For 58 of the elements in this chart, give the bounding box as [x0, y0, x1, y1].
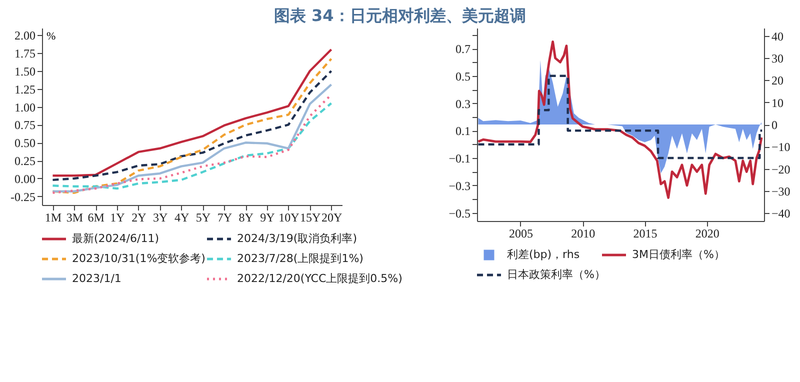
y-tick-label: 0.00	[14, 172, 36, 186]
x-tick-label: 1Y	[110, 210, 126, 224]
y-tick-label: 1.75	[14, 46, 36, 61]
y-tick-label: −0.1	[448, 152, 470, 166]
y-tick-label: 0.5	[456, 69, 470, 84]
y-tick-label: 1.00	[14, 100, 36, 114]
y2-tick-label: −20	[772, 162, 790, 176]
y-tick-label: 0.3	[456, 96, 470, 111]
legend-label: 日本政策利率（%）	[507, 268, 606, 281]
x-tick-label: 20Y	[321, 210, 342, 224]
y-tick-label: 1.25	[14, 82, 36, 96]
y2-tick-label: −30	[772, 184, 790, 199]
y-tick-label: -0.25	[10, 190, 36, 204]
y-tick-label: 2.00	[14, 28, 36, 43]
y2-tick-label: 30	[772, 51, 784, 66]
y-tick-label: 0.75	[14, 118, 36, 132]
legend-label: 最新(2024/6/11)	[72, 232, 159, 245]
legend-label: 利差(bp)，rhs	[507, 248, 580, 261]
x-tick-label: 2005	[508, 226, 533, 240]
x-tick-label: 6M	[88, 210, 105, 224]
legend-label: 2023/10/31(1%变软参考)	[72, 252, 206, 265]
line-series	[52, 70, 332, 182]
legend-label: 2024/3/19(取消负利率)	[237, 232, 357, 245]
y2-tick-label: 20	[772, 74, 784, 88]
legend-label: 2023/1/1	[72, 272, 122, 285]
y-tick-label: 0.7	[456, 42, 470, 56]
x-tick-label: 3Y	[153, 210, 168, 224]
y2-tick-label: −40	[772, 206, 790, 221]
x-tick-label: 9Y	[260, 210, 276, 224]
legend-label: 2023/7/28(上限提到1%)	[237, 252, 364, 265]
y-tick-label: 0.1	[456, 124, 470, 138]
y-tick-label: −0.3	[448, 178, 470, 193]
line-series	[477, 40, 763, 199]
x-tick-label: 3M	[66, 210, 84, 224]
y2-tick-label: −10	[772, 140, 790, 154]
x-tick-label: 8Y	[238, 210, 254, 224]
x-tick-label: 10Y	[278, 210, 300, 224]
text: 图表 34：日元相对利差、美元超调	[274, 6, 526, 25]
y2-tick-label: 10	[772, 96, 784, 110]
y-tick-label: 1.50	[14, 64, 36, 78]
legend-label: 2022/12/20(YCC上限提到0.5%)	[237, 272, 402, 285]
x-tick-label: 2020	[695, 226, 720, 240]
y2-tick-label: 0	[772, 118, 778, 132]
y-tick-label: −0.5	[448, 206, 470, 220]
x-tick-label: 7Y	[217, 210, 232, 224]
y2-tick-label: 40	[772, 29, 784, 44]
y-axis-title: %	[46, 30, 56, 42]
x-tick-label: 15Y	[300, 210, 322, 224]
x-tick-label: 2015	[633, 226, 658, 240]
x-tick-label: 2Y	[132, 210, 147, 224]
x-tick-label: 5Y	[196, 210, 211, 224]
line-series	[52, 48, 332, 177]
x-tick-label: 4Y	[174, 210, 190, 224]
x-tick-label: 1M	[44, 210, 62, 224]
x-tick-label: 2010	[571, 226, 596, 240]
legend-label: 3M日债利率（%）	[632, 248, 725, 261]
y-tick-label: 0.25	[14, 154, 36, 168]
y-tick-label: 0.50	[14, 136, 36, 150]
